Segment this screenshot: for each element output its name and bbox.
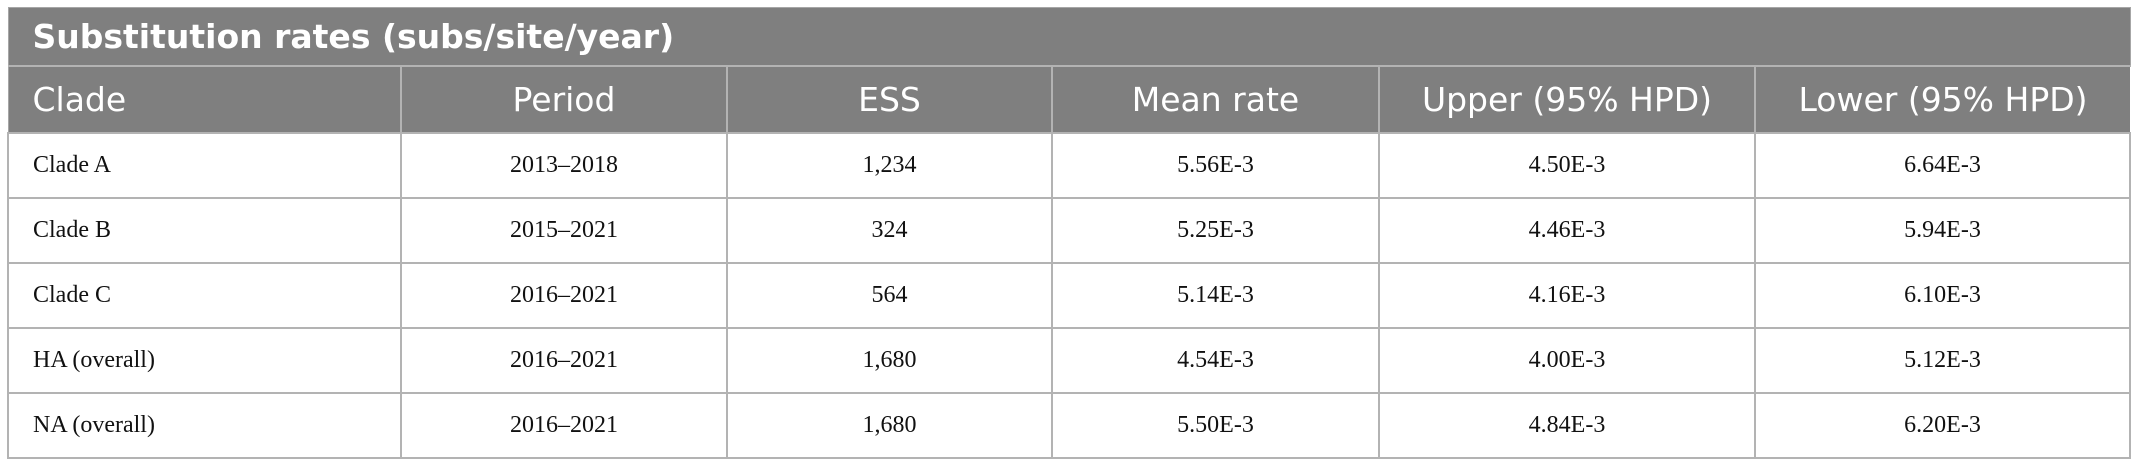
table-row: Clade B 2015–2021 324 5.25E-3 4.46E-3 5.94E-3 [7, 197, 2132, 264]
table-cell: 2016–2021 [400, 392, 728, 459]
table-cell: 6.20E-3 [1753, 392, 2132, 459]
table-cell: HA (overall) [7, 327, 402, 394]
column-header: ESS [726, 65, 1052, 133]
table-cell: Clade B [7, 197, 402, 264]
table-row: NA (overall) 2016–2021 1,680 5.50E-3 4.84E-3… [7, 392, 2132, 459]
table-cell: Clade A [7, 132, 402, 199]
table-cell: 4.50E-3 [1378, 132, 1756, 199]
table-cell: 4.54E-3 [1051, 327, 1380, 394]
header-row: Clade Period ESS Mean rate Upper (95% HPD) Lo… [7, 65, 2131, 133]
table-cell: 6.10E-3 [1753, 262, 2132, 329]
title-row: Substitution rates (subs/site/year) [7, 7, 2131, 67]
column-header: Upper (95% HPD) [1378, 65, 1755, 133]
column-header: Lower (95% HPD) [1753, 65, 2131, 133]
column-header: Mean rate [1051, 65, 1379, 133]
table-body: Clade A 2013–2018 1,234 5.56E-3 4.50E-3 6.64E… [7, 132, 2132, 459]
table-cell: 5.50E-3 [1051, 392, 1380, 459]
column-header: Clade [7, 65, 401, 133]
table-cell: NA (overall) [7, 392, 402, 459]
table-row: HA (overall) 2016–2021 1,680 4.54E-3 4.00E-3… [7, 327, 2132, 394]
table-cell: 5.94E-3 [1753, 197, 2132, 264]
table-cell: 4.16E-3 [1378, 262, 1756, 329]
table-cell: 2016–2021 [400, 262, 728, 329]
table-cell: 5.14E-3 [1051, 262, 1380, 329]
table-cell: 324 [726, 197, 1053, 264]
table-cell: 1,680 [726, 327, 1053, 394]
table-row: Clade A 2013–2018 1,234 5.56E-3 4.50E-3 6.64E… [7, 132, 2132, 199]
table-cell: 4.84E-3 [1378, 392, 1756, 459]
table-cell: 4.46E-3 [1378, 197, 1756, 264]
table-cell: 5.12E-3 [1753, 327, 2132, 394]
table-container: Substitution rates (subs/site/year) Clad… [7, 7, 2132, 459]
table-head: Substitution rates (subs/site/year) Clad… [7, 7, 2131, 133]
table-cell: Clade C [7, 262, 402, 329]
table-cell: 5.56E-3 [1051, 132, 1380, 199]
page: {"table": { "title": "Substitution rates… [7, 7, 2132, 459]
table-cell: 5.25E-3 [1051, 197, 1380, 264]
table-cell: 4.00E-3 [1378, 327, 1756, 394]
table-cell: 1,680 [726, 392, 1053, 459]
table-title: Substitution rates (subs/site/year) [7, 7, 2131, 67]
table-cell: 6.64E-3 [1753, 132, 2132, 199]
table-cell: 2016–2021 [400, 327, 728, 394]
table-cell: 2013–2018 [400, 132, 728, 199]
data-table: Substitution rates (subs/site/year) Clad… [7, 7, 2132, 459]
table-cell: 564 [726, 262, 1053, 329]
table-cell: 2015–2021 [400, 197, 728, 264]
table-cell: 1,234 [726, 132, 1053, 199]
column-header: Period [400, 65, 727, 133]
table-row: Clade C 2016–2021 564 5.14E-3 4.16E-3 6.10E-3 [7, 262, 2132, 329]
